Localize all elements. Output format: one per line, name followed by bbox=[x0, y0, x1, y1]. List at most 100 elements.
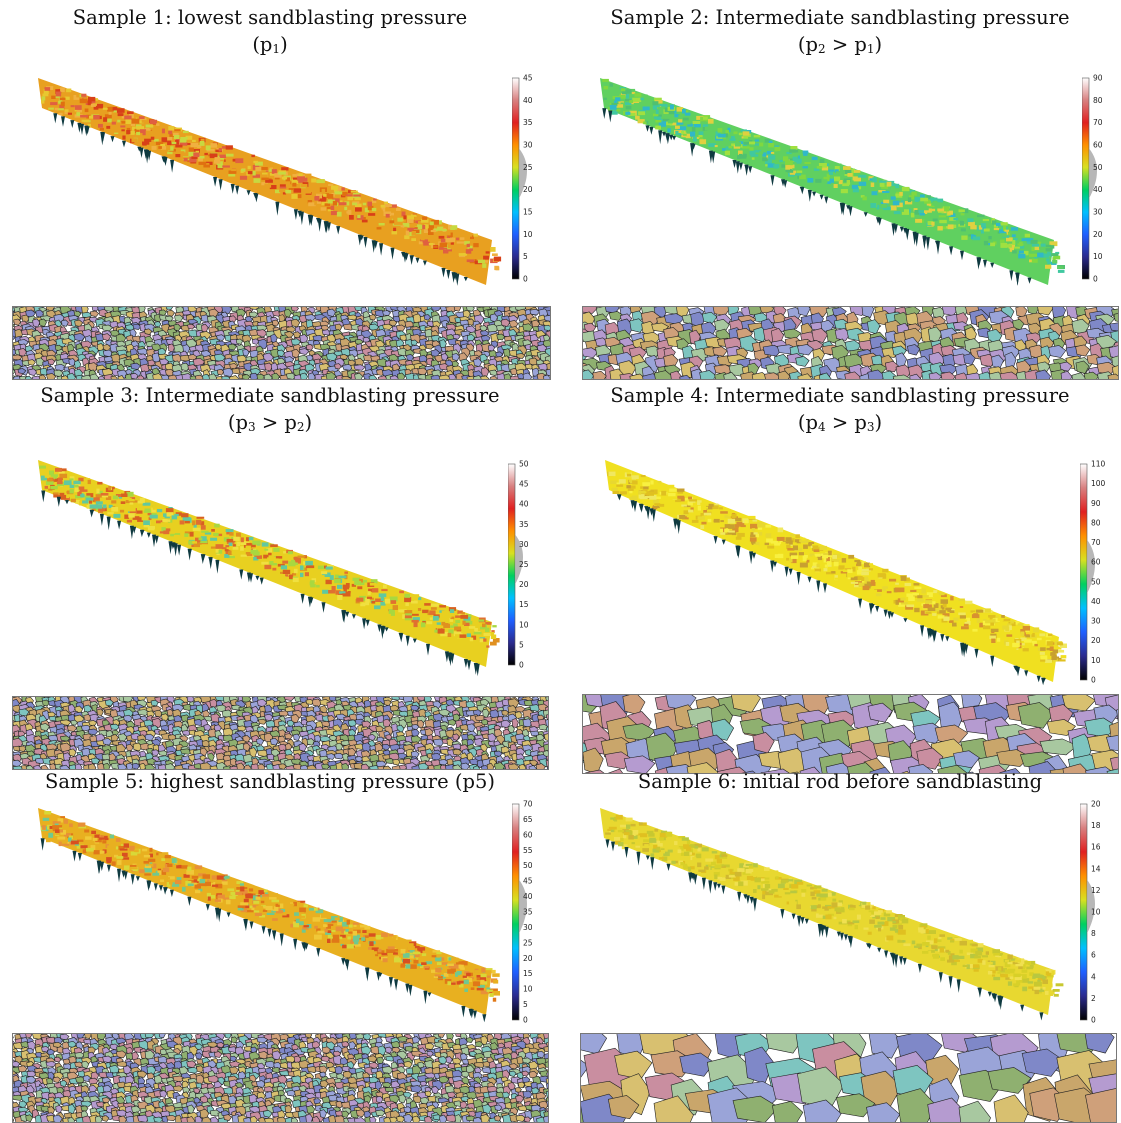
panel-title-text: Sample 4: Intermediate sandblasting pres… bbox=[610, 384, 1069, 407]
colorbar-tick-label: 10 bbox=[523, 985, 533, 994]
panel-title: Sample 5: highest sandblasting pressure … bbox=[0, 768, 540, 795]
colorbar-tick-label: 30 bbox=[523, 141, 533, 150]
panel-title: Sample 3: Intermediate sandblasting pres… bbox=[0, 382, 540, 436]
colorbar-tick-label: 35 bbox=[519, 520, 529, 529]
colorbar-tick-label: 25 bbox=[523, 938, 533, 947]
colorbar-tick-label: 8 bbox=[1091, 929, 1096, 938]
panel-subtitle: (p3 > p2) bbox=[228, 411, 312, 434]
colorbar-tick-label: 15 bbox=[523, 969, 533, 978]
surface-spikes bbox=[602, 108, 1031, 286]
panel-title-text: Sample 6: initial rod before sandblastin… bbox=[638, 770, 1042, 793]
colorbar-tick-label: 45 bbox=[523, 877, 533, 886]
surface-3d-plot bbox=[30, 800, 510, 1025]
subscript: 2 bbox=[297, 420, 305, 434]
colorbar-tick-label: 40 bbox=[1093, 185, 1103, 194]
colorbar-tick-label: 30 bbox=[519, 540, 529, 549]
panel-sample-5: Sample 5: highest sandblasting pressure … bbox=[0, 768, 560, 1117]
colorbar-tick-label: 100 bbox=[1091, 479, 1106, 488]
colorbar-tick-label: 35 bbox=[523, 908, 533, 917]
panel-title: Sample 1: lowest sandblasting pressure (… bbox=[0, 4, 540, 58]
colorbar-tick-label: 15 bbox=[519, 600, 529, 609]
colorbar-tick-label: 40 bbox=[523, 96, 533, 105]
colorbar-gradient bbox=[512, 78, 519, 279]
surface-3d-plot bbox=[592, 70, 1072, 295]
surface-spikes bbox=[41, 838, 487, 1022]
colorbar-tick-label: 14 bbox=[1091, 864, 1101, 873]
grain-cells bbox=[582, 306, 1119, 380]
panel-subtitle: (p4 > p3) bbox=[798, 411, 882, 434]
grain-map bbox=[580, 1033, 1117, 1123]
subscript: 3 bbox=[867, 420, 875, 434]
colorbar-tick-label: 10 bbox=[1093, 252, 1103, 261]
subscript: 1 bbox=[867, 42, 875, 56]
grain-map bbox=[12, 1033, 549, 1123]
panel-title-text: Sample 3: Intermediate sandblasting pres… bbox=[40, 384, 499, 407]
colorbar-tick-label: 0 bbox=[523, 275, 528, 284]
colorbar-tick-label: 80 bbox=[1091, 518, 1101, 527]
colorbar-tick-label: 40 bbox=[1091, 597, 1101, 606]
colorbar-tick-label: 50 bbox=[523, 861, 533, 870]
colorbar-tick-label: 70 bbox=[1093, 118, 1103, 127]
panel-sample-2: Sample 2: Intermediate sandblasting pres… bbox=[562, 0, 1121, 380]
colorbar-tick-label: 45 bbox=[519, 480, 529, 489]
surface-spikes bbox=[606, 839, 1044, 1020]
panel-subtitle: (p2 > p1) bbox=[798, 33, 882, 56]
surface-strip bbox=[600, 808, 1054, 1015]
colorbar-tick-label: 4 bbox=[1091, 972, 1096, 981]
colorbar-tick-label: 60 bbox=[1093, 141, 1103, 150]
panel-title: Sample 6: initial rod before sandblastin… bbox=[570, 768, 1110, 795]
colorbar-tick-label: 20 bbox=[1091, 800, 1101, 809]
colorbar-tick-label: 10 bbox=[519, 620, 529, 629]
colorbar-tick-label: 6 bbox=[1091, 951, 1096, 960]
surface-3d-plot bbox=[597, 452, 1077, 692]
subscript: 4 bbox=[818, 420, 826, 434]
colorbar-tick-label: 5 bbox=[523, 252, 528, 261]
surface-spikes bbox=[617, 494, 1046, 685]
colorbar-tick-label: 40 bbox=[523, 892, 533, 901]
grain-cells bbox=[12, 696, 549, 770]
colorbar-tick-label: 65 bbox=[523, 815, 533, 824]
grain-cells bbox=[582, 694, 1119, 774]
panel-sample-6: Sample 6: initial rod before sandblastin… bbox=[562, 768, 1121, 1117]
colorbar-tick-label: 25 bbox=[519, 560, 529, 569]
colorbar-tick-label: 20 bbox=[523, 185, 533, 194]
colorbar-tick-label: 20 bbox=[519, 580, 529, 589]
panel-sample-3: Sample 3: Intermediate sandblasting pres… bbox=[0, 380, 560, 768]
subscript: 1 bbox=[272, 42, 280, 56]
colorbar-tick-label: 50 bbox=[519, 460, 529, 469]
colorbar-tick-label: 15 bbox=[523, 208, 533, 217]
colorbar-tick-label: 10 bbox=[1091, 656, 1101, 665]
colorbar-tick-label: 18 bbox=[1091, 821, 1101, 830]
colorbar-tick-label: 0 bbox=[1093, 275, 1098, 284]
colorbar-gradient bbox=[1080, 804, 1087, 1020]
panel-title-text: Sample 2: Intermediate sandblasting pres… bbox=[610, 6, 1069, 29]
grain-map bbox=[582, 306, 1119, 380]
panel-subtitle: (p1) bbox=[252, 33, 287, 56]
colorbar-tick-label: 80 bbox=[1093, 96, 1103, 105]
colorbar-gradient bbox=[512, 804, 519, 1020]
colorbar-tick-label: 12 bbox=[1091, 886, 1101, 895]
surface-spikes bbox=[41, 491, 479, 677]
grain-map bbox=[582, 694, 1119, 774]
colorbar-gradient bbox=[508, 464, 515, 665]
colorbar-tick-label: 70 bbox=[523, 800, 533, 809]
surface-3d-plot bbox=[592, 800, 1072, 1025]
colorbar-tick-label: 10 bbox=[1091, 908, 1101, 917]
grain-cells bbox=[12, 306, 551, 380]
colorbar-tick-label: 5 bbox=[519, 640, 524, 649]
colorbar-tick-label: 35 bbox=[523, 118, 533, 127]
colorbar-tick-label: 60 bbox=[523, 830, 533, 839]
grain-cells bbox=[12, 1033, 549, 1123]
colorbar-tick-label: 50 bbox=[1093, 163, 1103, 172]
colorbar-tick-label: 5 bbox=[523, 1000, 528, 1009]
colorbar-tick-label: 60 bbox=[1091, 558, 1101, 567]
grain-cells bbox=[580, 1033, 1117, 1123]
colorbar-gradient bbox=[1082, 78, 1089, 279]
grain-map bbox=[12, 696, 549, 770]
colorbar-tick-label: 30 bbox=[1091, 617, 1101, 626]
colorbar-tick-label: 20 bbox=[523, 954, 533, 963]
colorbar-tick-label: 0 bbox=[1091, 1016, 1096, 1025]
